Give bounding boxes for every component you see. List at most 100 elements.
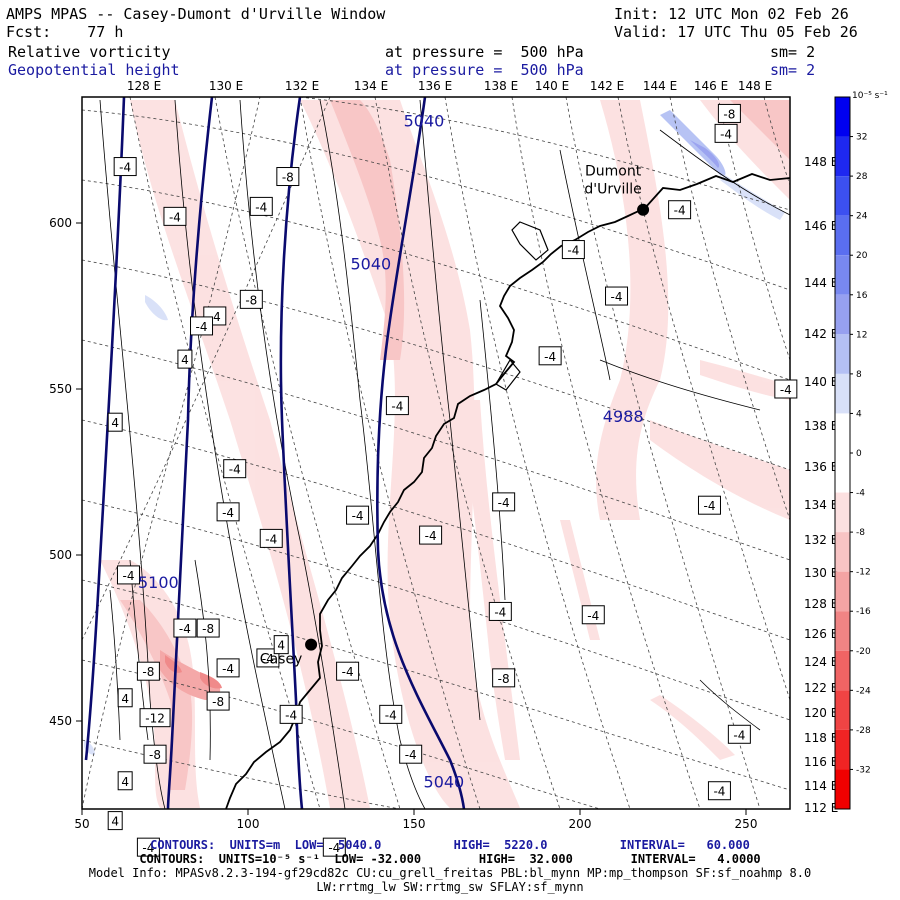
vorticity-label: -4 bbox=[605, 286, 629, 306]
vorticity-label-text: -4 bbox=[179, 622, 191, 636]
colorbar-level-label: -28 bbox=[856, 726, 871, 736]
lon-label: 142 E bbox=[590, 79, 624, 93]
vorticity-label: -4 bbox=[668, 200, 692, 220]
vorticity-label-box bbox=[206, 691, 230, 711]
vorticity-label-text: -4 bbox=[733, 728, 745, 742]
vorticity-label-text: 4 bbox=[277, 639, 285, 653]
top-longitude-labels: 128 E 130 E 132 E 134 E 136 E 138 E 140 … bbox=[127, 79, 772, 93]
vorticity-label-text: -4 bbox=[352, 509, 364, 523]
lon-label: 140 E bbox=[804, 375, 838, 389]
antarctic-coastline bbox=[225, 173, 790, 809]
station-name: Casey bbox=[260, 652, 303, 668]
height-label: 5040 bbox=[350, 254, 391, 273]
vorticity-label-box bbox=[190, 316, 214, 336]
vorticity-label-text: -4 bbox=[674, 204, 686, 218]
colorbar-segment bbox=[835, 453, 850, 493]
colorbar-segment bbox=[835, 769, 850, 809]
colorbar-level-label: 32 bbox=[856, 133, 867, 143]
vorticity-label-text: 4 bbox=[121, 775, 129, 789]
vorticity-label: -4 bbox=[190, 316, 214, 336]
vorticity-label-text: -4 bbox=[142, 841, 154, 855]
vorticity-label-text: -4 bbox=[385, 708, 397, 722]
valid-time: Valid: 17 UTC Thu 05 Feb 26 bbox=[614, 23, 858, 41]
vorticity-label-text: -4 bbox=[122, 569, 134, 583]
coastline-inlet bbox=[511, 221, 549, 261]
vorticity-label-box bbox=[256, 648, 280, 668]
vorticity-label-box bbox=[717, 103, 741, 123]
lon-label: 134 E bbox=[804, 498, 838, 512]
map-title: AMPS MPAS -- Casey-Dumont d'Urville Wind… bbox=[6, 5, 386, 23]
colorbar-level-label: 20 bbox=[856, 251, 868, 261]
colorbar-segment bbox=[835, 334, 850, 374]
vorticity-label-text: -4 bbox=[703, 499, 715, 513]
vorticity-label-text: -4 bbox=[328, 841, 340, 855]
vorticity-label: -8 bbox=[196, 618, 220, 638]
vorticity-label-box bbox=[117, 688, 133, 708]
colorbar-level-label: 24 bbox=[856, 212, 868, 222]
field1-pressure: at pressure = 500 hPa bbox=[385, 43, 584, 61]
vorticity-label-box bbox=[346, 505, 370, 525]
station-name-line2: d'Urville bbox=[584, 182, 641, 198]
vorticity-label-text: -8 bbox=[282, 171, 294, 185]
vorticity-colorbar: 32 28 24 20 16 12 8 4 0 -4 -8 -12 -16 -20 -24 -28 -32 bbox=[834, 96, 871, 810]
vorticity-label-text: -4 bbox=[265, 532, 277, 546]
vorticity-label: -8 bbox=[492, 668, 516, 688]
vorticity-label: -8 bbox=[239, 289, 263, 309]
colorbar-segment bbox=[835, 729, 850, 770]
vorticity-label: 4 bbox=[107, 811, 123, 831]
colorbar-segment bbox=[835, 532, 850, 572]
vorticity-label-box bbox=[173, 618, 197, 638]
vorticity-label-box bbox=[116, 565, 140, 585]
lon-label: 126 E bbox=[804, 627, 838, 641]
lon-label: 130 E bbox=[209, 79, 243, 93]
vorticity-label-box bbox=[488, 601, 512, 621]
height-contour-info: CONTOURS: UNITS=m LOW= 5040.0 HIGH= 5220… bbox=[150, 838, 750, 852]
lon-label: 138 E bbox=[484, 79, 518, 93]
y-tick-label: 500 bbox=[49, 548, 72, 562]
vorticity-label: -4 bbox=[561, 240, 585, 260]
lon-label: 118 E bbox=[804, 731, 838, 745]
vorticity-label-box bbox=[136, 661, 160, 681]
vorticity-label: -4 bbox=[346, 505, 370, 525]
colorbar-segment bbox=[835, 136, 850, 177]
vorticity-label-box bbox=[419, 525, 443, 545]
vorticity-label-text: -4 bbox=[222, 506, 234, 520]
vorticity-label: 4 bbox=[117, 771, 133, 791]
right-longitude-labels: 148 E 146 E 144 E 142 E 140 E 138 E 136 … bbox=[804, 155, 838, 815]
lon-label: 128 E bbox=[127, 79, 161, 93]
vorticity-label: -4 bbox=[714, 123, 738, 143]
lon-label: 148 E bbox=[804, 155, 838, 169]
vorticity-label: -8 bbox=[136, 661, 160, 681]
lon-label: 144 E bbox=[804, 276, 838, 290]
vorticity-label-text: -4 bbox=[713, 785, 725, 799]
colorbar-segment bbox=[835, 650, 850, 691]
lon-label: 130 E bbox=[804, 566, 838, 580]
vorticity-label-text: 4 bbox=[181, 353, 189, 367]
vorticity-label-text: -4 bbox=[405, 748, 417, 762]
vorticity-label: -4 bbox=[163, 206, 187, 226]
vorticity-contour-info: CONTOURS: UNITS=10⁻⁵ s⁻¹ LOW= -32.000 HI… bbox=[139, 852, 761, 866]
colorbar-segment bbox=[835, 176, 850, 216]
vorticity-label-text: 4 bbox=[111, 416, 119, 430]
vorticity-label-box bbox=[113, 157, 137, 177]
colorbar-level-label: -16 bbox=[856, 607, 871, 617]
vorticity-label: -4 bbox=[419, 525, 443, 545]
vorticity-label-text: -4 bbox=[780, 383, 792, 397]
colorbar-segment bbox=[835, 97, 850, 137]
colorbar-segment bbox=[835, 571, 850, 612]
vorticity-label: -4 bbox=[249, 196, 273, 216]
vorticity-label-text: -8 bbox=[212, 695, 224, 709]
vorticity-label: -4 bbox=[727, 724, 751, 744]
vorticity-label-box bbox=[385, 396, 409, 416]
x-tick-label: 150 bbox=[403, 817, 426, 831]
physics-info: LW:rrtmg_lw SW:rrtmg_sw SFLAY:sf_mynn bbox=[316, 880, 584, 894]
vorticity-label-text: -8 bbox=[142, 665, 154, 679]
height-label: 5040 bbox=[424, 772, 465, 791]
lon-label: 116 E bbox=[804, 755, 838, 769]
lon-label: 146 E bbox=[694, 79, 728, 93]
colorbar-segment bbox=[835, 492, 850, 533]
vorticity-label: -4 bbox=[116, 565, 140, 585]
vorticity-label-text: -4 bbox=[587, 609, 599, 623]
vorticity-label-box bbox=[707, 781, 731, 801]
vorticity-label-box bbox=[216, 502, 240, 522]
